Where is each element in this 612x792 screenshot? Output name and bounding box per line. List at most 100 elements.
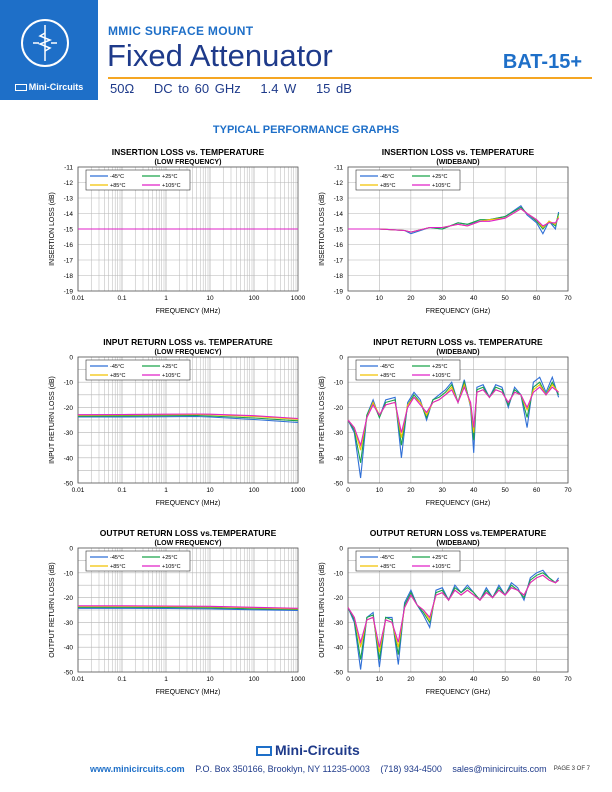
footer-logo-label: Mini-Circuits [275, 742, 360, 758]
footer-phone: (718) 934-4500 [380, 764, 442, 774]
spec-attenuation: 15 dB [315, 81, 352, 96]
y-tick-label: -30 [64, 620, 74, 627]
x-tick-label: 1000 [291, 487, 306, 494]
legend-label: +85°C [110, 373, 126, 379]
legend-box [85, 550, 191, 572]
y-tick-label: -15 [334, 227, 344, 234]
page-number: PAGE 3 OF 7 [553, 766, 590, 772]
spec-impedance: 50Ω [110, 81, 135, 96]
legend-label: +105°C [432, 564, 451, 570]
x-axis-label: FREQUENCY (MHz) [156, 500, 221, 507]
x-axis-label: FREQUENCY (GHz) [426, 500, 490, 507]
series-line-1 [78, 607, 299, 612]
chart-subtitle: (WIDEBAND) [436, 540, 479, 547]
attenuator-symbol-icon [21, 19, 69, 67]
y-tick-label: -18 [64, 273, 74, 280]
series-line-4 [77, 413, 299, 420]
y-tick-label: -40 [334, 645, 344, 652]
y-tick-label: -18 [334, 273, 344, 280]
y-tick-label: -50 [334, 670, 344, 677]
website-link[interactable]: www.minicircuits.com [90, 764, 185, 774]
y-axis-label: OUTPUT RETURN LOSS (dB) [49, 562, 56, 658]
x-tick-label: 0.1 [117, 487, 126, 494]
logo-label: Mini-Circuits [28, 82, 84, 92]
legend-label: +85°C [380, 183, 396, 189]
chart-subtitle: (LOW FREQUENCY) [155, 159, 222, 166]
y-tick-label: 0 [339, 355, 343, 362]
y-tick-label: 0 [69, 355, 73, 362]
y-tick-label: -40 [64, 645, 74, 652]
y-tick-label: -13 [334, 196, 344, 203]
legend-label: -45°C [380, 364, 394, 370]
x-tick-label: 30 [439, 295, 447, 302]
legend-label: +25°C [162, 364, 178, 370]
series-line-4 [78, 605, 299, 609]
y-tick-label: -11 [334, 165, 343, 172]
y-tick-label: -10 [334, 570, 344, 577]
x-tick-label: 30 [439, 487, 447, 494]
y-tick-label: -10 [64, 570, 74, 577]
y-tick-label: -17 [64, 258, 74, 265]
chart-subtitle: (WIDEBAND) [436, 349, 479, 356]
y-axis-label: INPUT RETURN LOSS (dB) [49, 376, 56, 464]
legend-label: +25°C [162, 555, 178, 561]
legend-box [85, 169, 191, 191]
chart-output-return-loss-wideband: OUTPUT RETURN LOSS vs.TEMPERATURE (WIDEBA… [319, 528, 572, 696]
y-tick-label: -50 [64, 670, 74, 677]
y-tick-label: 0 [339, 546, 343, 553]
x-axis-label: FREQUENCY (MHz) [156, 308, 221, 315]
x-tick-label: 100 [249, 487, 260, 494]
x-tick-label: 20 [407, 487, 415, 494]
footer-email[interactable]: sales@minicircuits.com [452, 764, 547, 774]
x-tick-label: 0 [346, 295, 350, 302]
legend: -45°C +25°C +85°C +105°C [85, 359, 191, 381]
y-tick-label: -40 [64, 455, 74, 462]
plot-frame [347, 547, 569, 673]
legend-label: -45°C [380, 555, 394, 561]
y-tick-label: -15 [64, 227, 74, 234]
chart-subtitle: (LOW FREQUENCY) [155, 540, 222, 547]
legend-label: +105°C [162, 183, 181, 189]
x-tick-label: 100 [249, 676, 260, 683]
chart-insertion-loss-wideband: INSERTION LOSS vs. TEMPERATURE (WIDEBAND)… [319, 147, 572, 315]
x-axis-label: FREQUENCY (MHz) [156, 689, 221, 696]
legend-label: +105°C [432, 183, 451, 189]
section-title: TYPICAL PERFORMANCE GRAPHS [212, 124, 400, 136]
y-tick-label: -19 [334, 289, 344, 296]
x-tick-label: 0.1 [117, 295, 126, 302]
x-tick-label: 10 [376, 295, 384, 302]
legend-label: +25°C [432, 174, 448, 180]
chart-input-return-loss-low-freq: INPUT RETURN LOSS vs. TEMPERATURE (LOW FR… [49, 337, 306, 507]
spec-frequency: DC to 60 GHz [153, 81, 241, 96]
legend-label: +85°C [110, 564, 126, 570]
x-tick-label: 1 [164, 487, 168, 494]
y-tick-label: -20 [64, 595, 74, 602]
x-tick-label: 70 [564, 487, 572, 494]
footer-contact: www.minicircuits.com P.O. Box 350166, Br… [90, 764, 555, 774]
series-line-4 [348, 208, 560, 233]
legend-label: +105°C [162, 373, 181, 379]
x-tick-label: 70 [564, 295, 572, 302]
legend-label: +25°C [162, 174, 178, 180]
x-tick-label: 40 [470, 295, 478, 302]
x-tick-label: 1000 [291, 295, 306, 302]
y-tick-label: -12 [334, 180, 344, 187]
x-tick-label: 20 [407, 295, 415, 302]
legend-label: +85°C [380, 564, 396, 570]
product-category: MMIC SURFACE MOUNT [108, 24, 254, 38]
legend-label: -45°C [110, 364, 124, 370]
y-tick-label: -30 [334, 430, 344, 437]
legend-label: +25°C [432, 364, 448, 370]
spec-line: 50Ω DC to 60 GHz 1.4 W 15 dB [110, 81, 366, 96]
y-tick-label: 0 [69, 546, 73, 553]
y-tick-label: -16 [334, 242, 344, 249]
x-tick-label: 60 [533, 487, 541, 494]
x-tick-label: 40 [470, 676, 478, 683]
y-tick-label: -11 [64, 165, 73, 172]
header-divider [108, 77, 592, 79]
chart-output-return-loss-low-freq: OUTPUT RETURN LOSS vs.TEMPERATURE (LOW FR… [49, 528, 306, 696]
x-tick-label: 0.01 [72, 676, 85, 683]
y-tick-label: -20 [334, 595, 344, 602]
x-axis-label: FREQUENCY (GHz) [426, 689, 490, 696]
x-tick-label: 40 [470, 487, 478, 494]
